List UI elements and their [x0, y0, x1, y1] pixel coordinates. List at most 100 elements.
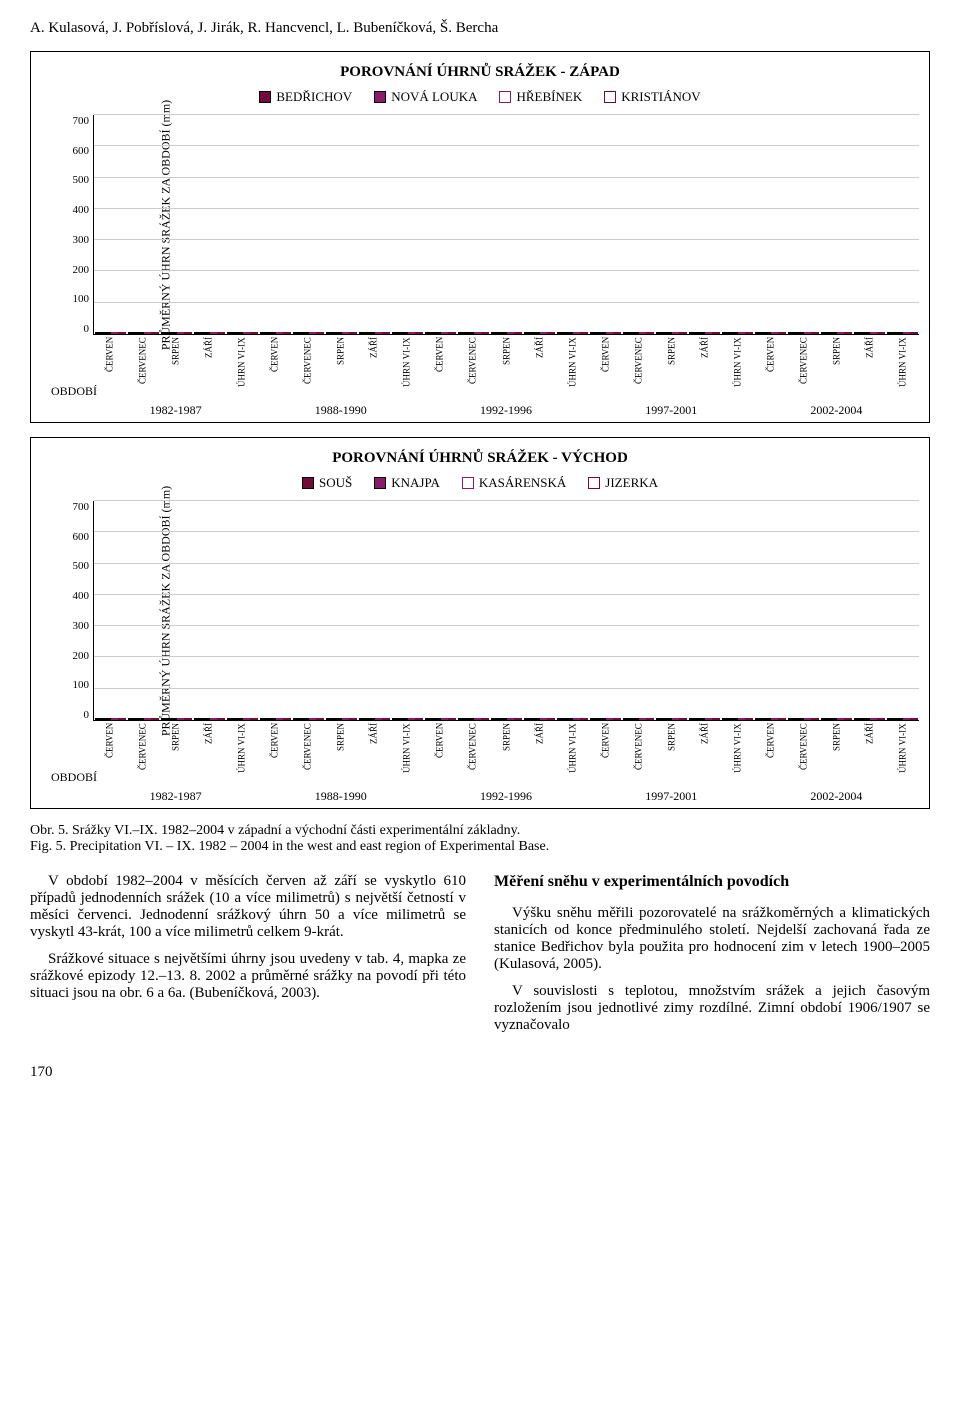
legend-swatch [604, 91, 616, 103]
xtick: ÚHRN VI-IX [390, 723, 423, 788]
bar [689, 332, 697, 334]
period-column [754, 115, 919, 334]
xtick: SRPEN [324, 337, 357, 402]
xtick: ÚHRN VI-IX [225, 723, 258, 788]
bar-group [655, 332, 688, 334]
bar [441, 718, 449, 720]
ytick: 100 [73, 679, 90, 691]
bar [870, 332, 878, 334]
xtick: ÚHRN VI-IX [556, 337, 589, 402]
body-p4: V souvislosti s teplotou, množstvím sráž… [494, 983, 930, 1034]
bar-group [853, 332, 886, 334]
bar [877, 332, 885, 334]
xtick: SRPEN [655, 337, 688, 402]
bar [118, 332, 126, 334]
bar [217, 718, 225, 720]
bar [763, 332, 771, 334]
bar [895, 332, 903, 334]
bar [613, 718, 621, 720]
bar [243, 332, 251, 334]
period-column [94, 501, 259, 720]
bar [95, 332, 103, 334]
xtick: ZÁŘÍ [357, 723, 390, 788]
bar [415, 332, 423, 334]
bar [705, 718, 713, 720]
legend-swatch [302, 477, 314, 489]
bar [227, 332, 235, 334]
legend-swatch [588, 477, 600, 489]
bar [606, 332, 614, 334]
bar [722, 332, 730, 334]
chart1-yaxis: 7006005004003002001000 [63, 115, 93, 335]
bar-group [424, 332, 457, 334]
bar [672, 332, 680, 334]
bar [283, 718, 291, 720]
body-p3: Výšku sněhu měřili pozorovatelé na srážk… [494, 905, 930, 973]
bar [499, 332, 507, 334]
bar [903, 332, 911, 334]
xtick: ČERVENEC [291, 337, 324, 402]
bar-group [490, 718, 523, 720]
bar [712, 332, 720, 334]
bar [524, 332, 532, 334]
bar [144, 332, 152, 334]
bar [565, 332, 573, 334]
ytick: 200 [73, 264, 90, 276]
bar-group [787, 332, 820, 334]
legend-item: KRISTIÁNOV [604, 89, 700, 105]
bar [466, 718, 474, 720]
xtick: ZÁŘÍ [192, 723, 225, 788]
bar [672, 718, 680, 720]
bar [844, 332, 852, 334]
bar [425, 718, 433, 720]
bar-group [523, 718, 556, 720]
bar [111, 332, 119, 334]
xtick: SRPEN [490, 723, 523, 788]
xtick: ČERVEN [754, 723, 787, 788]
bar [326, 718, 334, 720]
bar [738, 718, 746, 720]
bar [128, 718, 136, 720]
bar-group [589, 718, 622, 720]
bar [821, 718, 829, 720]
bar [910, 718, 918, 720]
xtick: SRPEN [820, 337, 853, 402]
bar [433, 332, 441, 334]
bar [316, 332, 324, 334]
bar-group [787, 718, 820, 720]
chart2-plot [93, 501, 919, 721]
xtick: ÚHRN VI-IX [225, 337, 258, 402]
period-column [424, 115, 589, 334]
bar [466, 332, 474, 334]
bar [202, 332, 210, 334]
bar [250, 332, 258, 334]
xtick: SRPEN [159, 723, 192, 788]
period-column [754, 501, 919, 720]
xtick: ZÁŘÍ [192, 337, 225, 402]
bar [382, 718, 390, 720]
bar [829, 332, 837, 334]
xtick: ÚHRN VI-IX [886, 723, 919, 788]
bar [481, 718, 489, 720]
bar [151, 332, 159, 334]
bar [415, 718, 423, 720]
bar [474, 718, 482, 720]
xtick: SRPEN [820, 723, 853, 788]
bar [778, 332, 786, 334]
bar [301, 718, 309, 720]
bar [210, 332, 218, 334]
xtick: ČERVEN [423, 723, 456, 788]
ytick: 500 [73, 560, 90, 572]
bar [161, 718, 169, 720]
xtick: ZÁŘÍ [853, 337, 886, 402]
bar-group [886, 718, 919, 720]
xtick: SRPEN [655, 723, 688, 788]
bar-group [391, 718, 424, 720]
bar [349, 332, 357, 334]
bar [194, 332, 202, 334]
period-label: 1997-2001 [589, 789, 754, 804]
bar-group [292, 718, 325, 720]
bar [745, 332, 753, 334]
bar [532, 718, 540, 720]
xtick: ČERVENEC [787, 723, 820, 788]
